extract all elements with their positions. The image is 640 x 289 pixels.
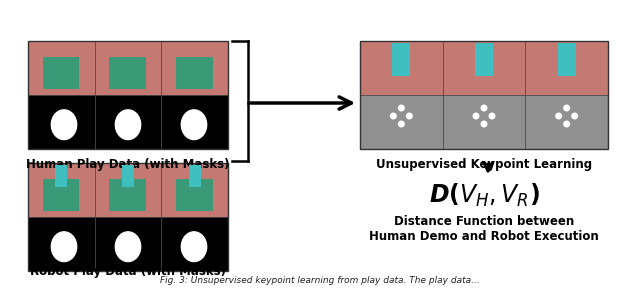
Bar: [525, 41, 608, 95]
Bar: [28, 163, 228, 271]
Bar: [109, 179, 146, 210]
FancyBboxPatch shape: [392, 42, 410, 76]
FancyBboxPatch shape: [189, 165, 201, 187]
Ellipse shape: [181, 110, 207, 140]
Ellipse shape: [115, 110, 141, 140]
Bar: [525, 95, 608, 149]
Bar: [95, 163, 161, 217]
Circle shape: [399, 105, 404, 111]
Text: Human Play Data (with Masks): Human Play Data (with Masks): [26, 158, 230, 171]
Bar: [28, 217, 95, 271]
Circle shape: [399, 121, 404, 127]
FancyBboxPatch shape: [55, 165, 67, 187]
Ellipse shape: [51, 110, 77, 140]
Circle shape: [473, 113, 479, 119]
Circle shape: [572, 113, 577, 119]
FancyBboxPatch shape: [557, 42, 576, 76]
Bar: [95, 41, 161, 95]
Bar: [95, 217, 161, 271]
Bar: [28, 95, 95, 149]
Ellipse shape: [51, 232, 77, 262]
Bar: [443, 95, 525, 149]
Bar: [109, 57, 146, 88]
Bar: [43, 57, 79, 88]
Bar: [176, 179, 212, 210]
Ellipse shape: [181, 232, 207, 262]
Text: $\boldsymbol{D(V_H, V_R)}$: $\boldsymbol{D(V_H, V_R)}$: [429, 182, 540, 209]
Bar: [161, 95, 228, 149]
Circle shape: [481, 105, 487, 111]
FancyBboxPatch shape: [122, 165, 134, 187]
Bar: [360, 41, 608, 149]
Bar: [28, 41, 95, 95]
Circle shape: [406, 113, 412, 119]
Circle shape: [390, 113, 396, 119]
Text: Fig. 3: Unsupervised keypoint learning from play data. The play data...: Fig. 3: Unsupervised keypoint learning f…: [160, 276, 480, 285]
FancyBboxPatch shape: [475, 42, 493, 76]
Circle shape: [489, 113, 495, 119]
Bar: [161, 41, 228, 95]
Text: Distance Function between
Human Demo and Robot Execution: Distance Function between Human Demo and…: [369, 215, 599, 243]
Circle shape: [556, 113, 561, 119]
Text: Unsupervised Keypoint Learning: Unsupervised Keypoint Learning: [376, 158, 592, 171]
Bar: [43, 179, 79, 210]
Bar: [360, 41, 443, 95]
Circle shape: [481, 121, 487, 127]
Bar: [28, 41, 228, 149]
Bar: [360, 95, 443, 149]
Bar: [28, 163, 95, 217]
Bar: [161, 217, 228, 271]
Ellipse shape: [115, 232, 141, 262]
Circle shape: [564, 105, 570, 111]
Circle shape: [564, 121, 570, 127]
Bar: [443, 41, 525, 95]
Bar: [176, 57, 212, 88]
Bar: [95, 95, 161, 149]
Bar: [161, 163, 228, 217]
Text: Robot Play Data (with Masks): Robot Play Data (with Masks): [30, 265, 226, 278]
